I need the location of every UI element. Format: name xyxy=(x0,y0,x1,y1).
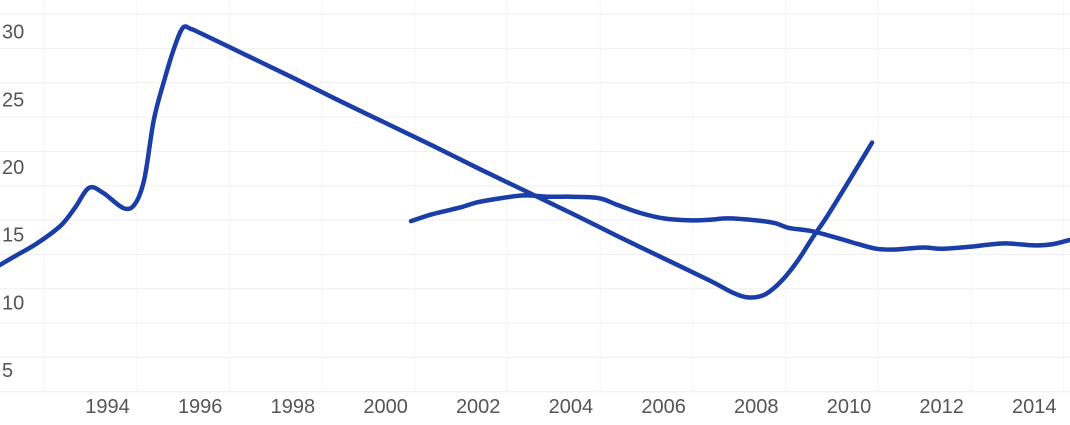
series-1-line[interactable] xyxy=(0,24,875,300)
y-tick-label: 15 xyxy=(2,225,24,247)
y-tick-label: 5 xyxy=(2,360,13,382)
x-tick-label: 2012 xyxy=(919,396,964,418)
x-tick-label: 1998 xyxy=(271,396,316,418)
x-tick-label: 2002 xyxy=(456,396,501,418)
chart-series xyxy=(0,24,1070,300)
x-tick-label: 2010 xyxy=(827,396,872,418)
y-tick-label: 30 xyxy=(2,22,24,44)
x-tick-label: 2000 xyxy=(363,396,408,418)
x-tick-label: 2008 xyxy=(734,396,779,418)
x-axis-labels: 1994 1996 1998 2000 2002 2004 2006 2008 2010 2012… xyxy=(85,396,1056,418)
y-tick-label: 20 xyxy=(2,157,24,179)
y-tick-label: 10 xyxy=(2,292,24,314)
x-tick-label: 2014 xyxy=(1012,396,1057,418)
series-2-line[interactable] xyxy=(408,193,1070,252)
y-tick-label: 25 xyxy=(2,89,24,111)
x-tick-label: 1994 xyxy=(85,396,130,418)
x-tick-label: 2006 xyxy=(641,396,686,418)
gridlines xyxy=(0,13,1070,393)
y-axis-labels: 5 10 15 20 25 30 xyxy=(2,22,24,382)
x-tick-label: 1996 xyxy=(178,396,223,418)
x-tick-label: 2004 xyxy=(549,396,594,418)
